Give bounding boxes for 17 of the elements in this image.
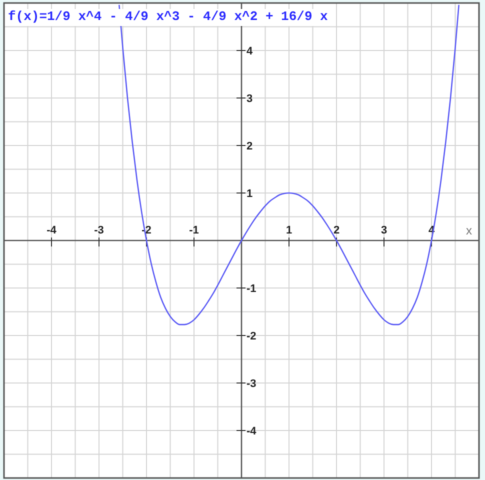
y-tick-label: 4 <box>246 46 254 58</box>
x-tick-label: -4 <box>46 224 58 236</box>
x-tick-label: -1 <box>189 224 199 236</box>
x-tick-label: -3 <box>94 224 104 236</box>
y-tick-label: 2 <box>246 140 253 152</box>
y-tick-label: 3 <box>246 93 253 105</box>
text: f(x)=1/9 x^4 - 4/9 x^3 - 4/9 x^2 + 16/9 x <box>8 9 328 24</box>
x-tick-label: 1 <box>286 224 292 236</box>
y-tick-label: -4 <box>246 426 258 438</box>
x-tick-label: 2 <box>333 224 340 236</box>
y-tick-label: 1 <box>246 188 253 200</box>
y-tick-label: -1 <box>246 283 256 295</box>
y-tick-label: -3 <box>246 378 256 390</box>
x-tick-label: 3 <box>380 224 388 236</box>
y-tick-label: -2 <box>246 330 256 342</box>
x-axis-title: x <box>466 224 472 238</box>
line-series <box>118 4 460 326</box>
